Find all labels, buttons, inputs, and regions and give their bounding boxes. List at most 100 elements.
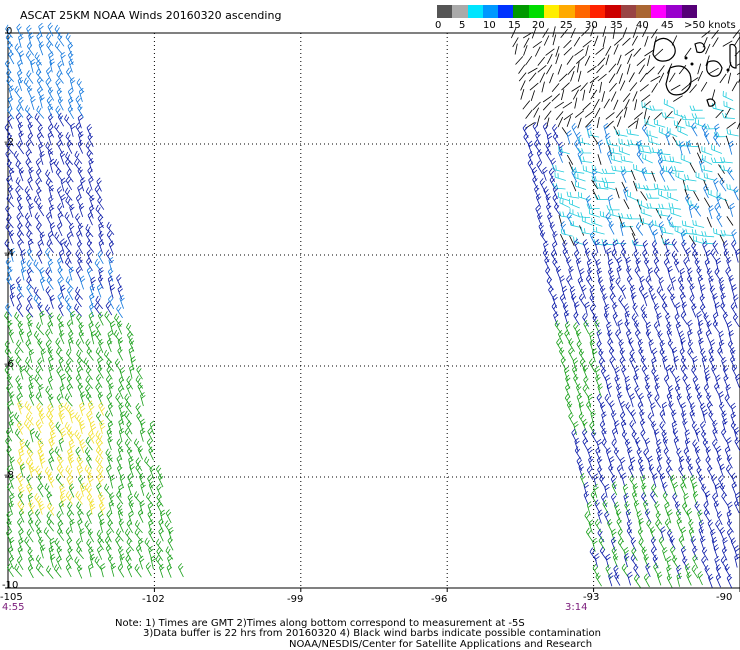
wind-barb bbox=[599, 210, 612, 220]
wind-barb bbox=[692, 355, 698, 370]
wind-barb bbox=[546, 64, 553, 75]
wind-barb bbox=[64, 240, 72, 254]
wind-barb bbox=[119, 366, 125, 382]
wind-barb bbox=[158, 527, 164, 542]
wind-barb bbox=[587, 446, 593, 461]
wind-barb bbox=[86, 123, 93, 138]
wind-barb bbox=[8, 329, 14, 344]
wind-barb bbox=[653, 257, 660, 271]
colorbar-label: 20 bbox=[532, 20, 545, 31]
wind-barb bbox=[7, 41, 14, 56]
wind-barb bbox=[47, 473, 55, 488]
wind-barb bbox=[722, 536, 728, 552]
wind-barb bbox=[65, 527, 73, 542]
wind-barb bbox=[533, 139, 541, 154]
wind-barb bbox=[716, 511, 723, 526]
y-tick-label: -8 bbox=[4, 470, 14, 481]
wind-barb bbox=[86, 538, 94, 553]
wind-barb bbox=[593, 35, 599, 47]
wind-barb bbox=[662, 436, 669, 451]
wind-barb bbox=[618, 138, 631, 147]
wind-barb bbox=[733, 294, 739, 309]
wind-barb bbox=[6, 482, 14, 497]
wind-barb bbox=[47, 103, 53, 118]
wind-barb bbox=[618, 212, 631, 219]
wind-barb bbox=[57, 266, 64, 280]
wind-barb bbox=[148, 519, 154, 534]
colorbar-label: 10 bbox=[483, 20, 496, 31]
wind-barb bbox=[623, 553, 630, 568]
wind-barb bbox=[46, 565, 54, 579]
wind-barb bbox=[86, 239, 95, 253]
wind-barb bbox=[105, 301, 113, 316]
wind-barb bbox=[547, 53, 553, 64]
colorbar-swatch bbox=[666, 5, 682, 18]
wind-barb bbox=[77, 382, 84, 397]
wind-barb bbox=[574, 437, 580, 452]
wind-barb bbox=[94, 556, 102, 570]
wind-barb bbox=[719, 482, 728, 497]
wind-barb bbox=[28, 517, 35, 532]
wind-barb bbox=[8, 167, 15, 182]
wind-barb bbox=[608, 346, 616, 361]
wind-barb bbox=[725, 384, 731, 399]
wind-barb bbox=[87, 211, 93, 226]
colorbar-swatch bbox=[635, 5, 652, 18]
wind-barb bbox=[734, 437, 740, 452]
wind-barb bbox=[36, 527, 42, 542]
wind-barb bbox=[45, 169, 53, 183]
wind-barb bbox=[726, 128, 739, 137]
wind-barb bbox=[67, 286, 74, 301]
wind-barb bbox=[656, 571, 663, 586]
wind-barb bbox=[7, 114, 13, 129]
wind-barb bbox=[16, 283, 25, 298]
wind-barb bbox=[597, 57, 606, 67]
wind-barb bbox=[66, 537, 73, 552]
wind-barb bbox=[725, 464, 733, 479]
wind-barb bbox=[571, 85, 582, 92]
wind-barb bbox=[24, 105, 33, 119]
wind-barb bbox=[695, 171, 707, 182]
wind-barb bbox=[609, 147, 622, 155]
wind-barb bbox=[528, 151, 534, 166]
wind-barb bbox=[156, 547, 164, 561]
wind-barb bbox=[585, 195, 592, 210]
wind-barb bbox=[149, 420, 156, 435]
wind-barb bbox=[108, 382, 114, 397]
wind-barb bbox=[17, 238, 23, 253]
wind-barb bbox=[708, 67, 719, 75]
wind-barb bbox=[625, 256, 631, 271]
wind-barb bbox=[76, 538, 83, 552]
wind-barb bbox=[629, 474, 637, 489]
wind-barb bbox=[616, 256, 623, 271]
wind-barb bbox=[18, 447, 25, 462]
wind-barb bbox=[700, 421, 706, 436]
wind-barb bbox=[46, 517, 54, 532]
wind-barb bbox=[576, 131, 582, 146]
wind-barb bbox=[89, 500, 96, 515]
wind-barb bbox=[654, 374, 660, 389]
wind-barb bbox=[523, 45, 528, 56]
wind-barb bbox=[730, 411, 737, 426]
wind-barb bbox=[726, 510, 733, 525]
wind-barb bbox=[654, 394, 662, 409]
wind-barb bbox=[126, 382, 132, 397]
wind-barb bbox=[555, 111, 564, 121]
wind-barb bbox=[597, 276, 604, 291]
wind-barb bbox=[637, 338, 644, 353]
wind-barb bbox=[168, 526, 174, 542]
wind-barb bbox=[126, 519, 133, 534]
wind-barb bbox=[44, 483, 53, 497]
wind-barb bbox=[95, 430, 104, 444]
island-outline bbox=[729, 43, 737, 69]
wind-barb bbox=[589, 231, 596, 246]
wind-barb bbox=[567, 65, 576, 75]
wind-barb bbox=[6, 159, 15, 174]
wind-barb bbox=[663, 185, 678, 191]
wind-barb bbox=[618, 215, 624, 227]
wind-barb bbox=[586, 501, 593, 516]
wind-barb bbox=[677, 275, 685, 290]
wind-barb bbox=[159, 563, 165, 578]
wind-barb bbox=[56, 510, 64, 525]
wind-barb bbox=[681, 410, 687, 425]
